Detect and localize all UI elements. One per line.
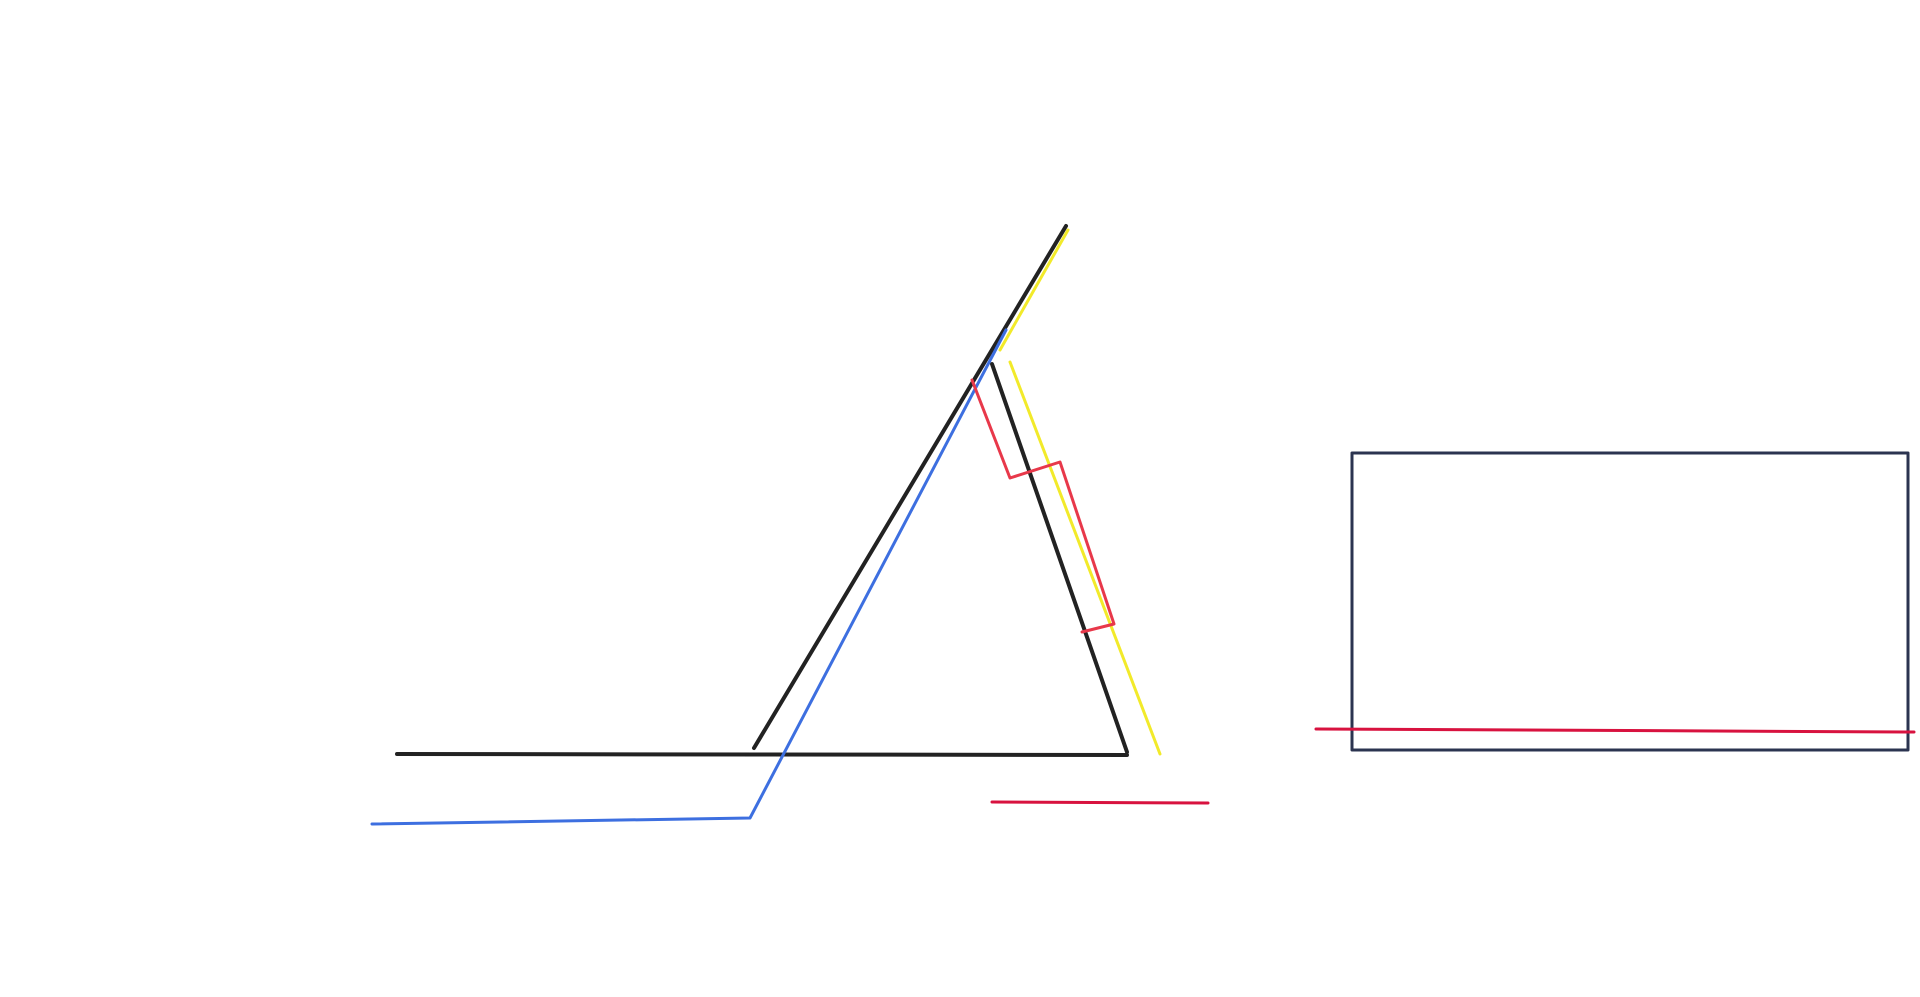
black-left-slope [752, 224, 1068, 750]
yellow-lines [998, 228, 1162, 756]
black-base-line [395, 752, 1129, 757]
red-short-line [990, 800, 1210, 805]
blue-polyline [370, 328, 1008, 826]
black-triangle-shape [395, 224, 1129, 757]
yellow-upper-line [998, 228, 1070, 352]
black-right-slope [990, 362, 1129, 754]
red-zigzag-shape [970, 378, 1116, 634]
navy-rectangle [1350, 451, 1910, 752]
yellow-lower-line [1008, 360, 1162, 756]
crimson-long-line [1314, 727, 1916, 734]
